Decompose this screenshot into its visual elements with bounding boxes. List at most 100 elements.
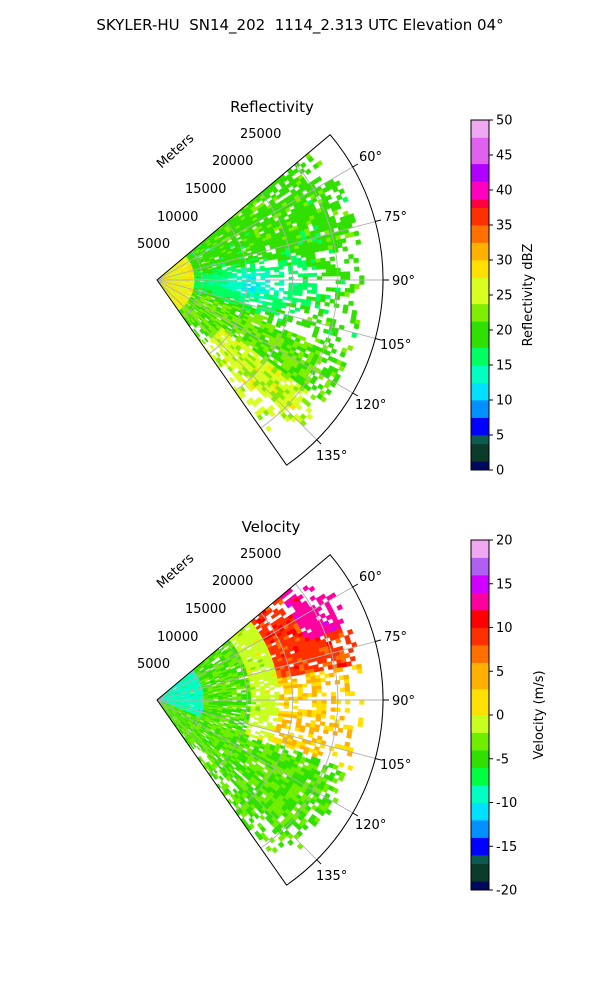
heatmap-cell [353, 323, 360, 330]
colorbar-swatch [471, 452, 489, 462]
heatmap-cell [302, 273, 308, 278]
heatmap-cell [300, 336, 307, 342]
heatmap-cell [311, 272, 318, 277]
heatmap-cell [315, 176, 323, 183]
heatmap-cell [260, 275, 266, 278]
heatmap-cell [357, 721, 364, 728]
heatmap-cell [311, 713, 317, 718]
reflectivity-panel-title: Reflectivity [230, 98, 314, 116]
heatmap-cell [283, 415, 291, 423]
heatmap-cell [279, 694, 285, 698]
heatmap-cell [328, 726, 335, 732]
heatmap-cell [274, 269, 280, 273]
heatmap-cell [319, 670, 325, 676]
colorbar-tick-label: 20 [496, 324, 513, 339]
heatmap-cell [316, 706, 322, 712]
velocity-panel: Velocity Meters 5000 10000 15000 20000 2… [137, 518, 547, 899]
heatmap-cell [311, 384, 318, 391]
colorbar-swatch [471, 277, 489, 287]
heatmap-cell [257, 256, 264, 261]
heatmap-cell [230, 712, 237, 716]
heatmap-cell [311, 283, 318, 288]
heatmap-cell [231, 692, 238, 696]
heatmap-cell [269, 694, 275, 698]
colorbar-swatch [471, 172, 489, 182]
heatmap-cell [278, 265, 284, 270]
heatmap-cell [331, 751, 339, 757]
heatmap-cell [297, 683, 303, 688]
heatmap-cell [339, 687, 346, 693]
heatmap-cell [359, 699, 365, 705]
heatmap-cell [269, 686, 275, 691]
colorbar-swatch [471, 190, 489, 200]
heatmap-cell [329, 714, 336, 720]
heatmap-cell [274, 694, 280, 698]
range-ring [208, 221, 248, 355]
colorbar-tick-label: 35 [496, 219, 513, 234]
heatmap-cell [302, 696, 308, 701]
heatmap-cell [189, 704, 195, 707]
heatmap-cell [320, 677, 326, 683]
heatmap-cell [301, 712, 308, 717]
heatmap-cell [313, 667, 320, 673]
heatmap-cell [348, 253, 354, 260]
figure-title: SKYLER-HU SN14_202 1114_2.313 UTC Elevat… [96, 16, 504, 34]
heatmap-cell [249, 294, 255, 298]
heatmap-cell [297, 593, 304, 601]
heatmap-cell [330, 264, 336, 269]
heatmap-cell [344, 682, 350, 688]
heatmap-cell [264, 274, 271, 278]
heatmap-cell [306, 712, 313, 718]
heatmap-cell [346, 628, 354, 636]
heatmap-cell [312, 314, 319, 320]
velocity-heatmap [157, 585, 365, 854]
heatmap-cell [292, 705, 299, 710]
heatmap-cell [290, 303, 297, 308]
heatmap-cell [335, 336, 342, 343]
heatmap-cell [338, 761, 345, 768]
heatmap-cell [269, 266, 275, 271]
heatmap-cell [315, 717, 322, 722]
heatmap-cell [354, 266, 360, 272]
reflectivity-azimuth-tick-135: 135° [316, 449, 347, 464]
heatmap-cell [297, 263, 303, 268]
azimuth-tick-mark [375, 338, 382, 341]
heatmap-cell [241, 705, 247, 709]
heatmap-cell [324, 673, 330, 679]
colorbar-swatch [471, 225, 489, 235]
heatmap-cell [320, 297, 326, 303]
reflectivity-azimuth-tick-120: 120° [355, 398, 386, 413]
heatmap-cell [321, 692, 327, 697]
heatmap-cell [342, 724, 349, 730]
colorbar-swatch [471, 321, 489, 331]
heatmap-cell [280, 610, 287, 617]
heatmap-cell [311, 265, 317, 271]
heatmap-cell [264, 702, 271, 706]
heatmap-cell [356, 668, 363, 674]
heatmap-cell [293, 696, 299, 701]
heatmap-cell [294, 727, 301, 732]
heatmap-cell [282, 713, 289, 718]
heatmap-cell [231, 269, 237, 273]
heatmap-cell [344, 271, 351, 277]
colorbar-swatch [471, 330, 489, 340]
colorbar-swatch [471, 120, 489, 130]
heatmap-cell [240, 288, 247, 292]
heatmap-cell [335, 637, 342, 644]
heatmap-cell [344, 707, 351, 713]
heatmap-cell [299, 161, 307, 169]
heatmap-cell [254, 712, 260, 717]
heatmap-cell [222, 704, 228, 707]
heatmap-cell [268, 681, 274, 686]
heatmap-cell [292, 285, 299, 290]
heatmap-cell [264, 272, 271, 276]
heatmap-cell [318, 246, 325, 252]
heatmap-cell [279, 702, 285, 706]
heatmap-cell [328, 672, 335, 678]
heatmap-cell [251, 400, 258, 408]
heatmap-cell [255, 268, 261, 272]
heatmap-cell [295, 403, 303, 411]
azimuth-gridline [156, 279, 318, 441]
heatmap-cell [250, 281, 257, 285]
heatmap-cell [302, 585, 310, 592]
